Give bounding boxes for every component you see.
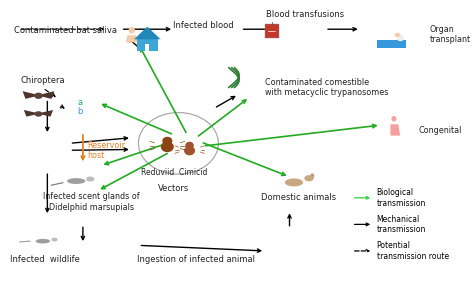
Ellipse shape — [67, 178, 85, 184]
Text: Contaminated bat saliva: Contaminated bat saliva — [14, 26, 117, 35]
Text: Congenital: Congenital — [419, 126, 462, 135]
Polygon shape — [40, 110, 53, 117]
Ellipse shape — [394, 33, 401, 37]
FancyBboxPatch shape — [264, 24, 279, 38]
Ellipse shape — [310, 173, 314, 178]
Text: Infected blood: Infected blood — [173, 21, 233, 30]
FancyBboxPatch shape — [377, 40, 406, 47]
Text: Potential
transmission route: Potential transmission route — [377, 241, 449, 261]
Polygon shape — [126, 35, 138, 42]
Text: Biological
transmission: Biological transmission — [377, 188, 426, 208]
Text: a: a — [77, 98, 82, 107]
Ellipse shape — [86, 176, 94, 182]
Text: Vectors: Vectors — [158, 183, 190, 192]
Ellipse shape — [162, 137, 173, 145]
Text: Reduviid  Cimicid: Reduviid Cimicid — [141, 168, 207, 177]
Polygon shape — [134, 27, 161, 39]
Ellipse shape — [34, 93, 43, 99]
Text: Domestic animals: Domestic animals — [261, 193, 336, 202]
Ellipse shape — [128, 27, 135, 33]
Polygon shape — [40, 91, 55, 99]
FancyBboxPatch shape — [137, 37, 158, 51]
Text: Contaminated comestible
with metacyclic trypanosomes: Contaminated comestible with metacyclic … — [265, 78, 389, 97]
Ellipse shape — [392, 116, 396, 121]
Ellipse shape — [285, 178, 303, 186]
Ellipse shape — [161, 142, 174, 152]
Ellipse shape — [36, 239, 50, 243]
FancyBboxPatch shape — [145, 44, 149, 51]
Text: Ingestion of infected animal: Ingestion of infected animal — [137, 255, 255, 264]
Text: Infected  wildlife: Infected wildlife — [10, 255, 80, 264]
Polygon shape — [23, 91, 37, 99]
Text: Reservoir
host: Reservoir host — [87, 140, 125, 160]
Polygon shape — [24, 110, 37, 117]
Ellipse shape — [184, 146, 195, 155]
Ellipse shape — [35, 111, 43, 117]
Text: Chiroptera: Chiroptera — [20, 76, 65, 85]
Text: b: b — [77, 107, 82, 116]
Ellipse shape — [304, 175, 314, 182]
Text: Mechanical
transmission: Mechanical transmission — [377, 215, 426, 234]
Ellipse shape — [51, 238, 58, 242]
Ellipse shape — [397, 35, 404, 41]
Ellipse shape — [185, 142, 194, 149]
Polygon shape — [391, 124, 400, 136]
Text: Blood transfusions: Blood transfusions — [266, 10, 344, 19]
Text: Organ
transplant: Organ transplant — [429, 24, 471, 44]
Text: Infected scent glands of
Didelphid marsupials: Infected scent glands of Didelphid marsu… — [44, 192, 140, 212]
